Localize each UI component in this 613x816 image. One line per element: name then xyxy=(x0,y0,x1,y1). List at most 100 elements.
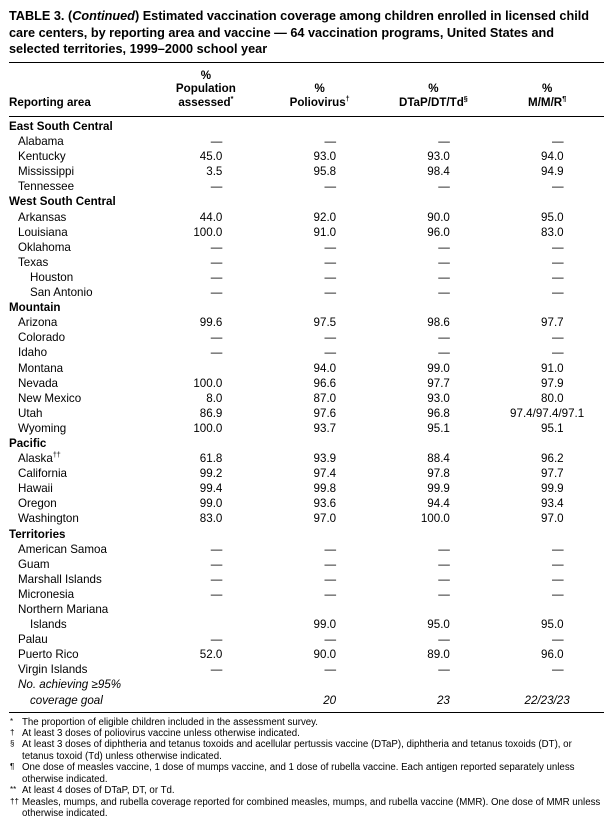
row-label: Texas xyxy=(18,255,49,269)
value-cell: 23 xyxy=(436,693,450,707)
table-title: TABLE 3. (Continued) Estimated vaccinati… xyxy=(9,8,604,58)
value-cell: — xyxy=(438,346,450,360)
row-label: Nevada xyxy=(18,376,58,390)
value-cell: 87.0 xyxy=(313,391,337,405)
table-row: Houston — — — — xyxy=(9,270,604,285)
value-cell: — xyxy=(210,663,223,677)
footnote: ¶ One dose of measles vaccine, 1 dose of … xyxy=(9,762,604,785)
value-cell: 96.8 xyxy=(427,406,450,420)
table-row: Nevada 100.0 96.6 97.7 97.9 xyxy=(9,376,604,391)
footnote: † At least 3 doses of poliovirus vaccine … xyxy=(9,728,604,739)
value-cell: 96.0 xyxy=(541,648,564,662)
value-cell: 99.6 xyxy=(199,316,223,330)
row-label: Pacific xyxy=(9,436,47,450)
table-row: Oregon 99.0 93.6 94.4 93.4 xyxy=(9,496,604,511)
row-label: Idaho xyxy=(18,346,48,360)
value-cell: 80.0 xyxy=(541,391,564,405)
table-body: East South Central Alabama — — — — Kentucky 45.… xyxy=(9,117,604,708)
footnote-text: At least 3 doses of poliovirus vaccine u… xyxy=(22,728,300,740)
value-cell xyxy=(490,602,604,617)
value-cell: — xyxy=(210,270,223,284)
value-cell: 95.0 xyxy=(427,618,450,632)
row-label: coverage goal xyxy=(30,693,103,707)
value-cell: — xyxy=(438,255,450,269)
value-cell: — xyxy=(324,542,337,556)
value-cell: — xyxy=(552,557,564,571)
row-label: Tennessee xyxy=(18,180,75,194)
value-cell: 93.0 xyxy=(427,150,450,164)
row-label: Houston xyxy=(30,270,74,284)
table-row: Alabama — — — — xyxy=(9,134,604,149)
row-label: Micronesia xyxy=(18,587,75,601)
row-label: Alabama xyxy=(18,135,64,149)
value-cell: 99.0 xyxy=(427,361,450,375)
value-cell: 93.0 xyxy=(427,391,450,405)
footnotes: * The proportion of eligible children inc… xyxy=(9,713,604,816)
footnote-marker: ** xyxy=(10,785,17,795)
value-cell: — xyxy=(324,557,337,571)
value-cell: 8.0 xyxy=(206,391,223,405)
row-label: West South Central xyxy=(9,195,116,209)
value-cell: — xyxy=(438,557,450,571)
value-cell: — xyxy=(438,180,450,194)
value-cell: — xyxy=(210,557,223,571)
table-row: Montana 94.0 99.0 91.0 xyxy=(9,361,604,376)
section-row: Territories xyxy=(9,527,604,542)
table-row: Kentucky 45.0 93.0 93.0 94.0 xyxy=(9,149,604,164)
value-cell: 99.2 xyxy=(199,467,223,481)
value-cell: 97.7 xyxy=(427,376,450,390)
value-cell: — xyxy=(552,663,564,677)
table-row: Idaho — — — — xyxy=(9,345,604,360)
value-cell: 100.0 xyxy=(193,225,223,239)
value-cell: — xyxy=(210,331,223,345)
value-cell: 95.1 xyxy=(541,421,564,435)
column-header: % Population assessed* xyxy=(175,68,236,109)
table-row: Arkansas 44.0 92.0 90.0 95.0 xyxy=(9,210,604,225)
table-row: New Mexico 8.0 87.0 93.0 80.0 xyxy=(9,391,604,406)
footnote-marker: § xyxy=(10,739,15,749)
value-cell: 98.6 xyxy=(427,316,450,330)
value-cell: 94.4 xyxy=(427,497,450,511)
value-cell: — xyxy=(438,286,450,300)
row-label: Marshall Islands xyxy=(18,572,102,586)
value-cell: 96.2 xyxy=(541,452,564,466)
value-cell: — xyxy=(324,286,337,300)
value-cell: — xyxy=(552,180,564,194)
footnote-text: The proportion of eligible children incl… xyxy=(22,716,318,728)
value-cell: — xyxy=(438,331,450,345)
table-row: American Samoa — — — — xyxy=(9,542,604,557)
table-row: Puerto Rico 52.0 90.0 89.0 96.0 xyxy=(9,647,604,662)
row-label: Arkansas xyxy=(18,210,67,224)
table-row: Mississippi 3.5 95.8 98.4 94.9 xyxy=(9,164,604,179)
value-cell xyxy=(263,602,377,617)
value-cell: 94.9 xyxy=(541,165,564,179)
value-cell: 93.0 xyxy=(313,150,337,164)
value-cell: 93.7 xyxy=(313,421,337,435)
value-cell: 92.0 xyxy=(313,210,337,224)
value-cell: 22/23/23 xyxy=(524,693,570,707)
value-cell: — xyxy=(552,286,564,300)
table-row: Texas — — — — xyxy=(9,255,604,270)
value-cell xyxy=(377,677,491,692)
row-label: American Samoa xyxy=(18,542,107,556)
value-cell: 100.0 xyxy=(193,376,223,390)
row-label: Arizona xyxy=(18,316,58,330)
footnote-text: One dose of measles vaccine, 1 dose of m… xyxy=(22,762,575,785)
table-row: Guam — — — — xyxy=(9,557,604,572)
table-row: Marshall Islands — — — — xyxy=(9,572,604,587)
value-cell: — xyxy=(210,633,223,647)
table-row: Arizona 99.6 97.5 98.6 97.7 xyxy=(9,315,604,330)
row-label: Oklahoma xyxy=(18,240,71,254)
value-cell: 83.0 xyxy=(199,512,223,526)
table-row: Micronesia — — — — xyxy=(9,587,604,602)
value-cell: — xyxy=(210,286,223,300)
value-cell: — xyxy=(324,240,337,254)
value-cell: — xyxy=(324,255,337,269)
value-cell: 97.0 xyxy=(541,512,564,526)
column-header: % DTaP/DT/Td§ xyxy=(398,82,468,109)
value-cell xyxy=(377,602,491,617)
value-cell: 95.0 xyxy=(541,618,564,632)
table-row: Virgin Islands — — — — xyxy=(9,662,604,677)
value-cell: — xyxy=(438,633,450,647)
value-cell: 88.4 xyxy=(427,452,450,466)
